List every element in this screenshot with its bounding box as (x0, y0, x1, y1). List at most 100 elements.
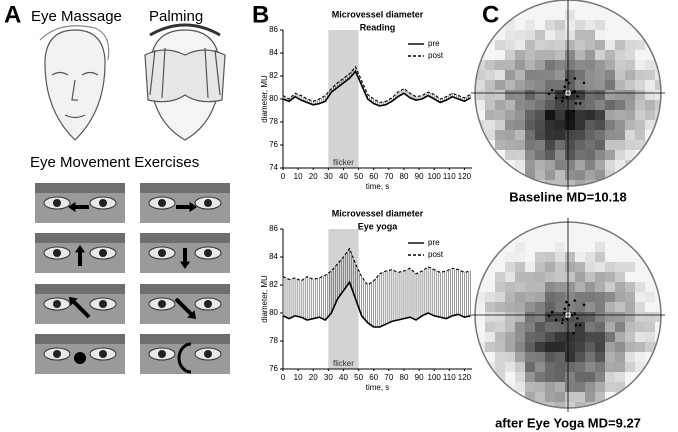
field-cell (495, 160, 505, 170)
field-cell (555, 392, 565, 402)
field-cell (485, 322, 495, 332)
field-cell (635, 362, 645, 372)
field-cell (545, 40, 555, 50)
x-axis-label: time, s (366, 182, 390, 191)
field-cell (515, 402, 525, 408)
field-cell (545, 382, 555, 392)
field-cell (545, 392, 555, 402)
field-cell (495, 120, 505, 130)
field-cell (495, 80, 505, 90)
field-cell (605, 60, 615, 70)
field-cell (495, 140, 505, 150)
field-point (582, 81, 586, 85)
field-cell (515, 252, 525, 262)
field-cell (555, 402, 565, 408)
field-cell (645, 272, 655, 282)
field-cell (485, 170, 495, 180)
field-cell (555, 60, 565, 70)
panel-label: B (252, 1, 269, 28)
field-cell (605, 110, 615, 120)
field-cell (655, 180, 661, 186)
field-cell (475, 382, 485, 392)
y-tick-label: 84 (269, 48, 278, 57)
field-cell (525, 160, 535, 170)
field-cell (525, 302, 535, 312)
field-cell (575, 382, 585, 392)
field-cell (625, 262, 635, 272)
field-cell (645, 332, 655, 342)
field-cell (605, 80, 615, 90)
field-cell (485, 60, 495, 70)
field-cell (485, 402, 495, 408)
field-cell (655, 130, 661, 140)
chart-subtitle: Eye yoga (358, 221, 399, 231)
field-cell (565, 392, 575, 402)
field-cell (535, 362, 545, 372)
field-cell (535, 80, 545, 90)
field-cell (525, 60, 535, 70)
field-cell (645, 392, 655, 402)
caption: Palming (149, 8, 203, 25)
x-tick-label: 40 (339, 172, 348, 181)
pupil (99, 249, 107, 257)
field-cell (655, 302, 661, 312)
field-cell (595, 170, 605, 180)
y-axis-label: diameter, MU (260, 275, 269, 323)
field-cell (475, 140, 485, 150)
field-cell (495, 372, 505, 382)
field-cell (515, 60, 525, 70)
field-cell (635, 312, 645, 322)
field-point (563, 85, 567, 89)
x-tick-label: 50 (354, 172, 363, 181)
shaded-label: flicker (333, 359, 354, 368)
field-point (573, 299, 577, 302)
field-cell (575, 352, 585, 362)
field-cell (505, 342, 515, 352)
field-cell (565, 282, 575, 292)
field-cell (575, 362, 585, 372)
field-cell (655, 402, 661, 408)
field-cell (525, 332, 535, 342)
field-cell (555, 100, 565, 110)
field-cell (495, 302, 505, 312)
field-cell (485, 372, 495, 382)
field-cell (635, 170, 645, 180)
field-cell (565, 332, 575, 342)
field-cell (645, 232, 655, 242)
field-cell (635, 130, 645, 140)
field-cell (555, 20, 565, 30)
field-cell (505, 60, 515, 70)
field-cell (605, 382, 615, 392)
field-cell (475, 392, 485, 402)
field-cell (525, 120, 535, 130)
arc-arrow (177, 342, 192, 374)
pupil (204, 199, 212, 207)
field-cell (565, 150, 575, 160)
field-cell (525, 242, 535, 252)
field-cell (605, 170, 615, 180)
field-cell (635, 352, 645, 362)
field-cell (625, 40, 635, 50)
arrow-head (189, 201, 197, 213)
field-cell (505, 372, 515, 382)
field-cell (495, 292, 505, 302)
field-cell (485, 222, 495, 232)
field-cell (475, 70, 485, 80)
pupil (158, 300, 166, 308)
field-cell (505, 252, 515, 262)
field-cell (625, 242, 635, 252)
field-cell (565, 30, 575, 40)
field-cell (625, 50, 635, 60)
field-cell (515, 372, 525, 382)
field-cell (525, 20, 535, 30)
palming-face (144, 23, 226, 141)
chart-subtitle: Reading (360, 22, 396, 32)
field-cell (515, 120, 525, 130)
field-cell (535, 170, 545, 180)
field-cell (525, 322, 535, 332)
field-cell (525, 10, 535, 20)
chart: flicker 76 78 80 82 84 86 0 10 20 30 40 50 60 70 80 90 10… (260, 208, 472, 392)
field-cell (515, 30, 525, 40)
field-cell (545, 180, 555, 186)
field-cell (565, 232, 575, 242)
